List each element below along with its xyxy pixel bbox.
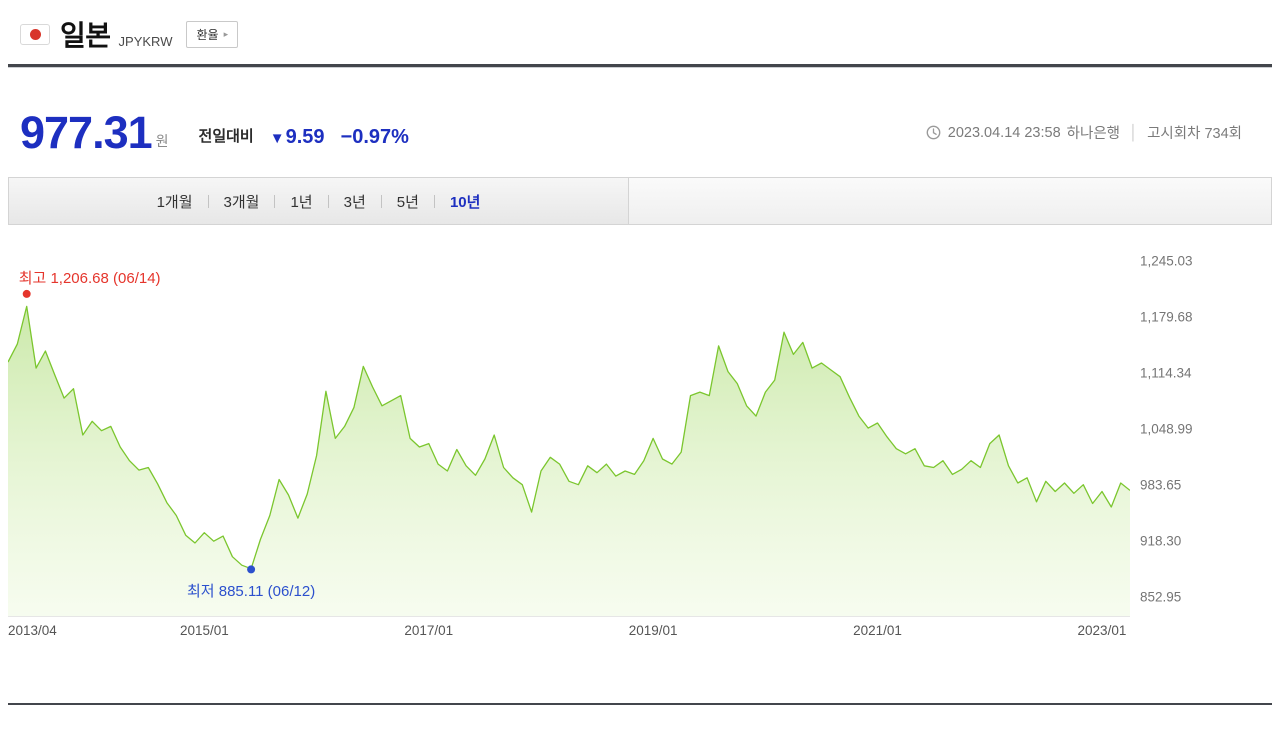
y-axis-label: 918.30 [1140,533,1182,549]
quote-row: 977.31 원 전일대비 ▼ 9.59 −0.97% 2023.04.14 2… [20,110,1260,155]
period-tabs: 1개월 3개월 1년 3년 5년 10년 [9,178,629,224]
price-area-fill [8,306,1130,617]
y-axis-label: 1,179.68 [1140,309,1193,325]
price-line [8,305,1130,570]
header-divider [8,64,1272,68]
exchange-rate-button[interactable]: 환율 ▸ [186,20,239,48]
tab-separator [433,194,435,208]
change-label: 전일대비 [198,128,254,145]
x-axis-label: 2013/04 [8,623,57,638]
x-axis-label: 2015/01 [179,623,229,638]
quote-timestamp: 2023.04.14 23:58 [947,124,1061,141]
japan-flag-circle [29,28,41,40]
y-axis-label: 1,245.03 [1140,253,1193,269]
y-axis-label: 852.95 [1140,589,1182,605]
period-tab-10y[interactable]: 10년 [449,193,481,211]
header: 일본 JPYKRW 환율 ▸ [0,0,1280,64]
max-point-dot [22,289,31,298]
change-percent: −0.97% [340,126,409,148]
japan-flag-icon [20,23,50,45]
y-axis-label: 1,048.99 [1140,421,1193,437]
period-tab-1y[interactable]: 1년 [290,193,313,211]
chart-min-annotation: 최저 885.11 (06/12) [186,583,316,601]
quote-meta: 2023.04.14 23:58 하나은행 │ 고시회차 734회 [925,122,1260,155]
chart-max-annotation: 최고 1,206.68 (06/14) [18,269,161,287]
country-title: 일본 [60,20,111,51]
currency-unit: 원 [155,133,169,149]
tab-separator [380,194,382,208]
tab-separator [274,194,276,208]
exchange-rate-button-label: 환율 [196,27,219,42]
x-axis-label: 2019/01 [628,623,678,638]
min-point-dot [247,565,256,574]
down-triangle-icon: ▼ [269,130,285,147]
current-price: 977.31 [20,107,153,158]
tab-separator [327,194,329,208]
period-tabbar: 1개월 3개월 1년 3년 5년 10년 [8,177,1272,225]
bank-name: 하나은행 [1066,126,1121,142]
period-tab-1m[interactable]: 1개월 [156,193,193,211]
currency-pair-symbol: JPYKRW [118,34,173,49]
y-axis-label: 1,114.34 [1140,365,1192,381]
change-value: 9.59 [285,126,325,148]
y-axis-label: 983.65 [1140,477,1182,493]
time-icon [925,124,942,141]
footer-divider [8,703,1272,705]
x-axis-label: 2023/01 [1077,623,1127,638]
period-tab-3y[interactable]: 3년 [343,193,366,211]
quote-round: 고시회차 734회 [1147,126,1242,142]
period-tab-3m[interactable]: 3개월 [223,193,260,211]
period-tab-5y[interactable]: 5년 [396,193,419,211]
period-tabbar-filler [629,178,1271,224]
x-axis-label: 2021/01 [853,623,902,638]
change-group: ▼ 9.59 −0.97% [270,126,409,155]
tab-separator [207,194,209,208]
meta-separator: │ [1129,124,1139,141]
price-chart-canvas[interactable] [8,245,1130,617]
x-axis-label: 2017/01 [404,623,454,638]
price-chart: 최고 1,206.68 (06/14) 최저 885.11 (06/12) 1,… [0,245,1280,645]
chevron-right-icon: ▸ [223,28,229,39]
